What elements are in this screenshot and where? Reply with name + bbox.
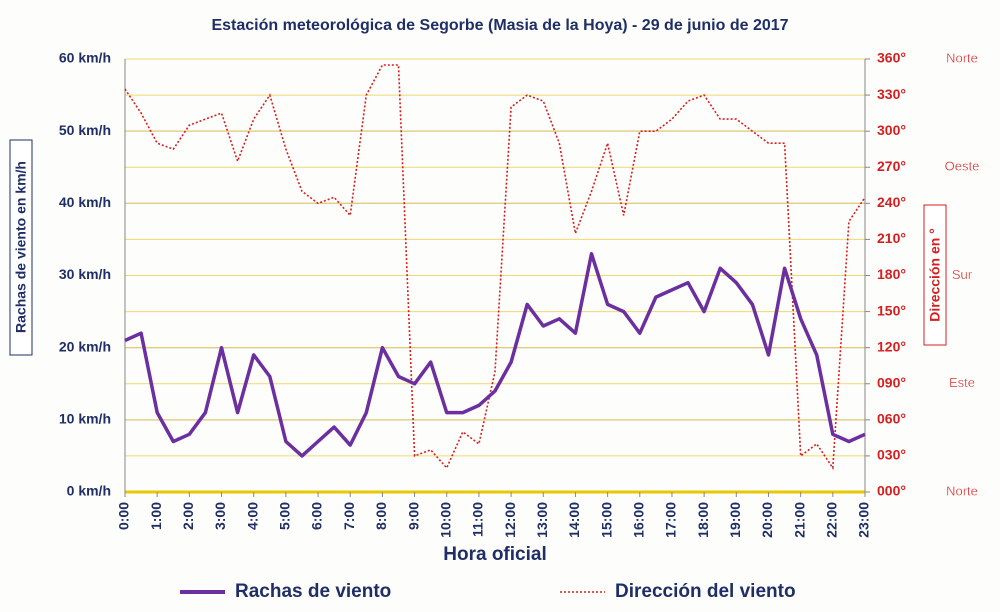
x-tick-label: 22:00 [824, 502, 840, 538]
y-tick-label: 60 km/h [59, 50, 111, 66]
chart-title: Estación meteorológica de Segorbe (Masia… [211, 17, 788, 34]
y2-tick-label: 330° [877, 86, 906, 102]
series-line [124, 64, 866, 471]
y2-tick-label: 210° [877, 230, 906, 246]
x-tick-label: 15:00 [598, 502, 614, 538]
y-tick-label: 50 km/h [59, 122, 111, 138]
x-tick-label: 3:00 [212, 502, 228, 530]
x-tick-label: 23:00 [856, 502, 872, 538]
series-line [124, 252, 866, 458]
y2-tick-label: 150° [877, 302, 906, 318]
x-axis-label: Hora oficial [443, 544, 546, 565]
x-tick-label: 9:00 [405, 502, 421, 530]
y-tick-label: 0 km/h [67, 483, 111, 499]
x-tick-label: 17:00 [663, 502, 679, 538]
legend-label: Rachas de viento [235, 581, 391, 602]
y-tick-label: 10 km/h [59, 411, 111, 427]
x-tick-label: 2:00 [180, 502, 196, 530]
legend-label: Dirección del viento [615, 581, 796, 602]
x-tick-label: 6:00 [309, 502, 325, 530]
y-tick-label: 30 km/h [59, 266, 111, 282]
y-tick-label: 20 km/h [59, 338, 111, 354]
direction-label: Este [949, 375, 975, 390]
x-tick-label: 19:00 [727, 502, 743, 538]
y2-tick-label: 360° [877, 50, 906, 66]
direction-label: Oeste [945, 159, 980, 174]
x-tick-label: 4:00 [244, 502, 260, 530]
x-tick-label: 18:00 [695, 502, 711, 538]
x-tick-label: 14:00 [566, 502, 582, 538]
y2-tick-label: 240° [877, 194, 906, 210]
y2-tick-label: 060° [877, 411, 906, 427]
direction-label: Norte [946, 483, 978, 498]
y2-axis-label-box [923, 204, 947, 346]
x-tick-label: 11:00 [470, 502, 486, 537]
x-tick-label: 8:00 [373, 502, 389, 530]
y2-tick-label: 300° [877, 122, 906, 138]
direction-label: Sur [952, 267, 973, 282]
y2-tick-label: 030° [877, 447, 906, 463]
x-tick-label: 0:00 [116, 502, 132, 530]
x-tick-label: 16:00 [630, 502, 646, 538]
x-tick-label: 7:00 [341, 502, 357, 530]
y-axis-label: Rachas de viento en km/h [13, 161, 29, 333]
x-tick-label: 12:00 [502, 502, 518, 538]
direction-label: Norte [946, 50, 978, 65]
y2-tick-label: 090° [877, 374, 906, 390]
x-tick-label: 20:00 [759, 502, 775, 538]
x-tick-label: 5:00 [277, 502, 293, 530]
y-axis-label-box [9, 139, 33, 356]
y2-axis-label: Dirección en ° [927, 228, 943, 322]
y2-tick-label: 180° [877, 266, 906, 282]
x-tick-label: 1:00 [148, 502, 164, 530]
y-tick-label: 40 km/h [59, 194, 111, 210]
y2-tick-label: 270° [877, 158, 906, 174]
y2-tick-label: 000° [877, 483, 906, 499]
x-tick-label: 21:00 [791, 502, 807, 538]
y2-tick-label: 120° [877, 338, 906, 354]
x-tick-label: 10:00 [437, 502, 453, 538]
x-tick-label: 13:00 [534, 502, 550, 538]
